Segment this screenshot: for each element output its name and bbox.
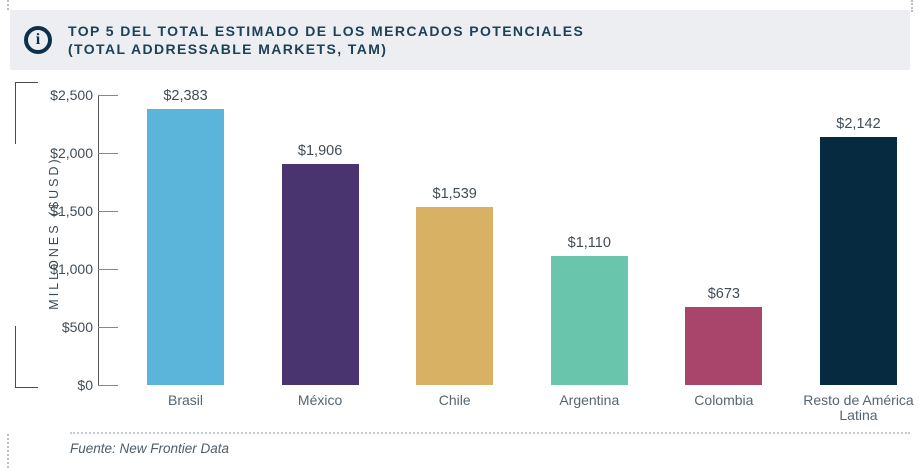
bar-value-label: $2,142 xyxy=(836,115,881,132)
bar-value-label: $673 xyxy=(707,285,740,302)
bar-category-label: Brasil xyxy=(167,392,203,408)
y-tick-mark xyxy=(98,269,118,270)
bar-category-label: Argentina xyxy=(559,392,620,408)
y-tick-label: $0 xyxy=(77,377,93,393)
bar xyxy=(416,206,494,385)
page-edge-dots-top-left xyxy=(7,0,9,10)
info-icon-glyph: i xyxy=(35,31,41,48)
y-axis-tick-marks xyxy=(98,95,118,386)
bar xyxy=(685,306,763,385)
bar-group: $1,539 Chile xyxy=(416,185,494,408)
bar xyxy=(819,136,897,385)
bar-group: $2,383 Brasil xyxy=(147,87,224,408)
chart-title-line1: TOP 5 DEL TOTAL ESTIMADO DE LOS MERCADOS… xyxy=(68,23,585,39)
bar-category-label: Colombia xyxy=(694,392,754,408)
bar-value-label: $1,906 xyxy=(297,142,343,159)
bar-group: $2,142 Resto de América Latina xyxy=(803,115,914,423)
y-axis-bracket-bottom xyxy=(15,326,38,388)
bar-value-label: $1,539 xyxy=(432,185,477,202)
bar-category-label: México xyxy=(297,392,343,408)
y-axis-bracket-top xyxy=(15,82,38,144)
chart-title-line2: (TOTAL ADDRESSABLE MARKETS, TAM) xyxy=(68,41,388,57)
chart-title: TOP 5 DEL TOTAL ESTIMADO DE LOS MERCADOS… xyxy=(68,22,584,58)
y-tick-mark xyxy=(98,327,118,328)
bar-category-label: Resto de América Latina xyxy=(803,392,914,423)
bar-group: $673 Colombia xyxy=(685,285,763,408)
bar xyxy=(550,256,628,385)
source-text: Fuente: New Frontier Data xyxy=(70,441,230,456)
page-edge-dots-bottom-left xyxy=(7,434,9,468)
y-tick-label: $1,000 xyxy=(50,261,93,277)
y-tick-label: $1,500 xyxy=(50,203,93,219)
bar-category-label: Chile xyxy=(438,392,471,408)
chart-header: i TOP 5 DEL TOTAL ESTIMADO DE LOS MERCAD… xyxy=(10,10,910,70)
y-tick-label: $2,500 xyxy=(50,87,93,103)
y-axis-tick-labels: $2,500 $2,000 $1,500 $1,000 $500 $0 xyxy=(0,87,93,393)
y-tick-mark xyxy=(98,95,118,96)
bar-value-label: $1,110 xyxy=(567,235,611,252)
y-tick-label: $2,000 xyxy=(50,145,93,161)
y-tick-label: $500 xyxy=(61,319,93,335)
y-tick-mark xyxy=(98,385,118,386)
page-edge-dots-top-right xyxy=(911,0,913,12)
info-icon: i xyxy=(24,26,52,54)
source-divider xyxy=(70,432,910,434)
y-tick-mark xyxy=(98,153,118,154)
bar xyxy=(281,163,359,385)
bar-group: $1,906 México xyxy=(281,142,359,408)
bar xyxy=(147,108,224,385)
y-axis-line xyxy=(98,95,99,386)
plot-area: $2,383 Brasil $1,906 México $1,539 Chile $1,11… xyxy=(98,88,914,423)
y-tick-mark xyxy=(98,211,118,212)
bar-value-label: $2,383 xyxy=(163,87,208,104)
bar-group: $1,110 Argentina xyxy=(550,235,628,408)
